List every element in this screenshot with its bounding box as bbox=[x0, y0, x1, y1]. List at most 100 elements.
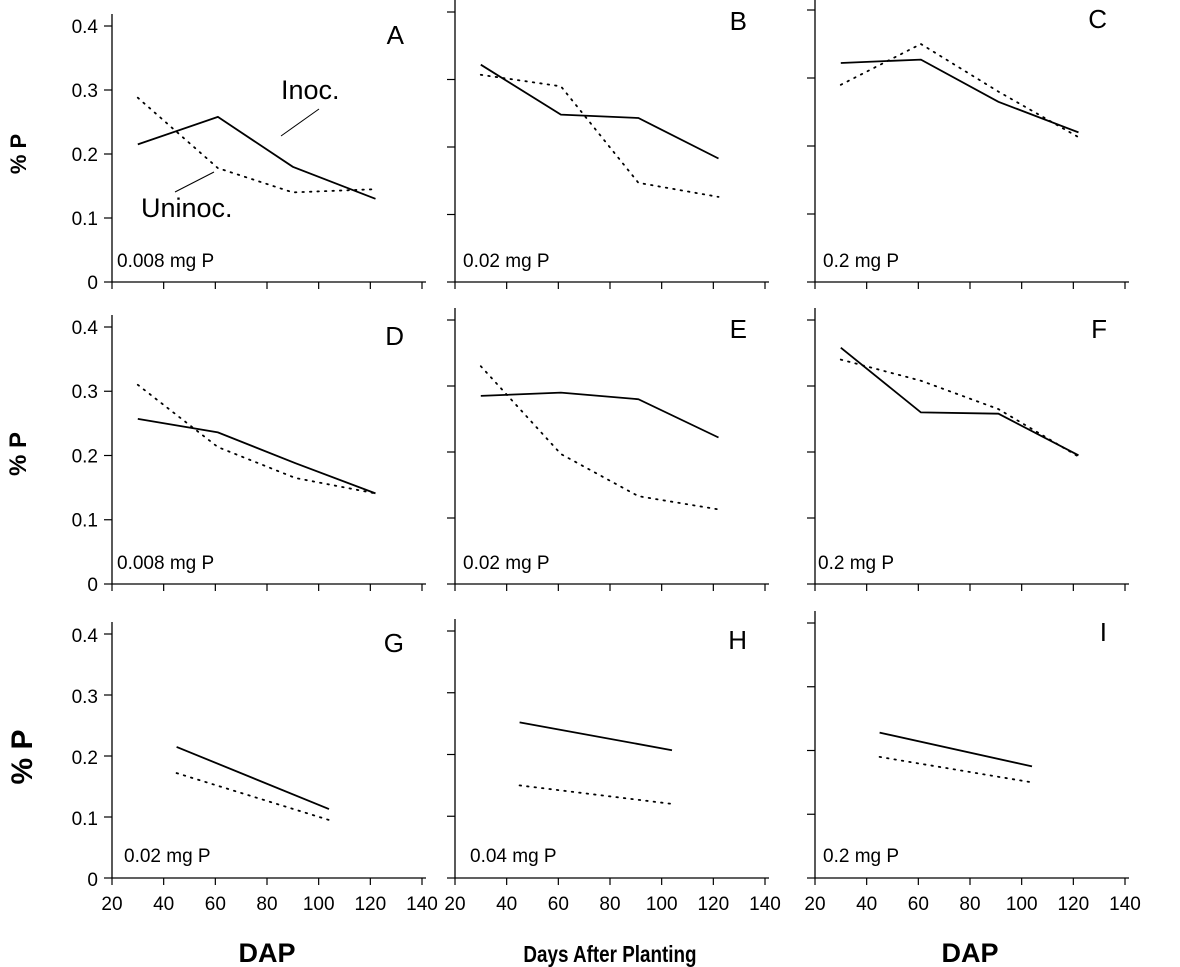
panel-h-x-axis-label: Days After Planting bbox=[523, 942, 696, 967]
panel-g-letter: G bbox=[384, 628, 404, 658]
panel-g-y-tick-label: 0.3 bbox=[72, 687, 98, 708]
panel-b-uninoculated-line bbox=[479, 73, 720, 198]
panel-h-x-tick-label: 120 bbox=[697, 894, 729, 915]
panel-d-y-tick-label: 0.4 bbox=[72, 318, 99, 339]
panel-g-x-axis-label: DAP bbox=[238, 938, 295, 967]
panel-b-condition-label: 0.02 mg P bbox=[463, 251, 550, 272]
panel-c-letter: C bbox=[1088, 4, 1107, 34]
panel-a-y-tick-label: 0.3 bbox=[72, 81, 98, 102]
panel-a: 0 0.1 0.2 0.3 0.4 % P A 0.008 mg P Inoc. Uninoc. bbox=[6, 14, 426, 294]
panel-g-y-tick-label: 0 bbox=[87, 870, 98, 891]
panel-i-condition-label: 0.2 mg P bbox=[823, 846, 899, 867]
panel-i-x-tick-label: 60 bbox=[908, 894, 929, 915]
panel-a-axes bbox=[111, 14, 426, 283]
panel-a-y-tick-label: 0 bbox=[87, 273, 98, 294]
panel-c: C 0.2 mg P bbox=[807, 0, 1129, 289]
panel-h-x-tick-label: 80 bbox=[599, 894, 620, 915]
panel-i-inoculated-line bbox=[879, 731, 1033, 768]
panel-g-y-tick-label: 0.2 bbox=[72, 748, 98, 769]
panel-d-y-tick-label: 0.1 bbox=[72, 511, 98, 532]
panel-i-x-tick-label: 120 bbox=[1057, 894, 1089, 915]
panel-d-y-tick-label: 0 bbox=[87, 575, 98, 596]
panel-b-axes bbox=[454, 0, 769, 283]
panel-b: B 0.02 mg P bbox=[447, 0, 769, 289]
panel-f-axes bbox=[814, 308, 1129, 585]
panel-i-letter: I bbox=[1100, 617, 1107, 647]
panel-c-axes bbox=[814, 0, 1129, 283]
panel-i-x-tick-label: 20 bbox=[804, 894, 825, 915]
panel-c-inoculated-line bbox=[840, 58, 1079, 134]
panel-g: 0 0.1 0.2 0.3 0.4 20 40 60 80 100 120 140 % P DAP G 0.0… bbox=[6, 622, 438, 967]
panel-e-inoculated-line bbox=[480, 391, 719, 439]
panel-g-x-tick-label: 140 bbox=[406, 894, 438, 915]
panel-a-inoculated-line bbox=[137, 115, 376, 200]
panel-f: F 0.2 mg P bbox=[807, 308, 1129, 591]
uninoc-legend-label: Uninoc. bbox=[141, 193, 233, 223]
panel-h-condition-label: 0.04 mg P bbox=[470, 846, 557, 867]
panel-d: 0 0.1 0.2 0.3 0.4 % P D 0.008 mg P bbox=[5, 315, 426, 596]
panel-d-axes bbox=[111, 315, 426, 585]
panel-f-inoculated-line bbox=[840, 346, 1079, 457]
panel-a-y-tick-label: 0.4 bbox=[72, 17, 99, 38]
panel-h-x-tick-label: 100 bbox=[646, 894, 678, 915]
panel-g-uninoculated-line bbox=[175, 772, 330, 821]
panel-g-y-tick-label: 0.1 bbox=[72, 809, 98, 830]
panel-i-axes bbox=[814, 611, 1129, 879]
panel-g-inoculated-line bbox=[176, 746, 330, 810]
panel-i-x-tick-label: 40 bbox=[856, 894, 877, 915]
panel-h-axes bbox=[454, 619, 769, 879]
panel-g-condition-label: 0.02 mg P bbox=[124, 846, 211, 867]
panel-g-x-tick-label: 80 bbox=[256, 894, 277, 915]
panel-d-letter: D bbox=[385, 321, 404, 351]
uninoc-leader-line bbox=[174, 171, 215, 193]
panel-i-uninoculated-line bbox=[878, 756, 1033, 784]
panel-b-letter: B bbox=[730, 6, 747, 36]
panel-e-condition-label: 0.02 mg P bbox=[463, 553, 550, 574]
inoc-leader-line bbox=[280, 108, 320, 137]
panel-h-letter: H bbox=[728, 625, 747, 655]
panel-i-x-tick-label: 100 bbox=[1006, 894, 1038, 915]
panel-g-y-axis-label: % P bbox=[6, 729, 39, 784]
panel-a-uninoculated-line bbox=[136, 96, 377, 194]
panel-f-letter: F bbox=[1091, 314, 1107, 344]
panel-a-condition-label: 0.008 mg P bbox=[117, 251, 214, 272]
panel-d-condition-label: 0.008 mg P bbox=[117, 553, 214, 574]
panel-f-condition-label: 0.2 mg P bbox=[818, 553, 894, 574]
panel-h-x-tick-label: 60 bbox=[548, 894, 569, 915]
panel-e-axes bbox=[454, 308, 769, 585]
panel-g-axes bbox=[111, 622, 426, 879]
panel-a-y-tick-label: 0.2 bbox=[72, 145, 98, 166]
panel-i-x-tick-label: 140 bbox=[1109, 894, 1141, 915]
panel-e-letter: E bbox=[730, 314, 747, 344]
panel-g-x-tick-label: 20 bbox=[101, 894, 122, 915]
panel-i: 20 40 60 80 100 120 140 DAP I 0.2 mg P bbox=[804, 611, 1141, 967]
panel-c-condition-label: 0.2 mg P bbox=[823, 251, 899, 272]
panel-h-x-tick-label: 40 bbox=[496, 894, 517, 915]
panel-a-letter: A bbox=[387, 20, 405, 50]
panel-h: 20 40 60 80 100 120 140 Days After Planting H 0.0… bbox=[444, 619, 781, 967]
panel-a-y-tick-label: 0.1 bbox=[72, 209, 98, 230]
panel-a-y-axis-label: % P bbox=[6, 134, 31, 174]
panel-d-y-axis-label: % P bbox=[5, 432, 32, 476]
panel-g-x-tick-label: 100 bbox=[303, 894, 335, 915]
panel-d-inoculated-line bbox=[137, 418, 376, 495]
panel-g-y-tick-label: 0.4 bbox=[72, 626, 99, 647]
panel-g-x-tick-label: 120 bbox=[354, 894, 386, 915]
panel-d-uninoculated-line bbox=[136, 383, 377, 495]
inoc-legend-label: Inoc. bbox=[281, 75, 340, 105]
panel-h-x-tick-label: 140 bbox=[749, 894, 781, 915]
panel-b-inoculated-line bbox=[480, 63, 719, 160]
panel-d-y-tick-label: 0.2 bbox=[72, 446, 98, 467]
panel-g-x-tick-label: 60 bbox=[205, 894, 226, 915]
panel-i-x-tick-label: 80 bbox=[959, 894, 980, 915]
panel-h-inoculated-line bbox=[519, 721, 673, 752]
panel-h-x-tick-label: 20 bbox=[444, 894, 465, 915]
panel-f-uninoculated-line bbox=[839, 358, 1080, 458]
panel-c-uninoculated-line bbox=[839, 42, 1080, 139]
panel-g-x-tick-label: 40 bbox=[153, 894, 174, 915]
panel-d-y-tick-label: 0.3 bbox=[72, 382, 98, 403]
panel-h-uninoculated-line bbox=[518, 784, 673, 805]
panel-e-uninoculated-line bbox=[479, 365, 720, 511]
panel-e: E 0.02 mg P bbox=[447, 308, 769, 591]
